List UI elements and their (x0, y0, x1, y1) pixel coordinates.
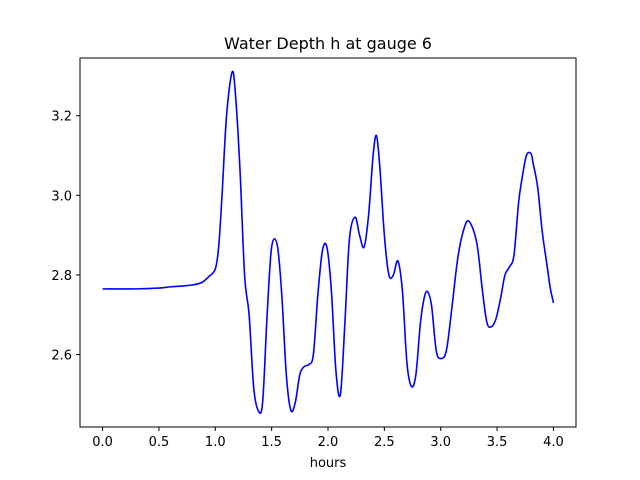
x-tick-label: 0.0 (92, 435, 113, 450)
x-axis: 0.0 0.5 1.0 1.5 2.0 2.5 3.0 3.5 4.0 (92, 427, 564, 450)
x-tick-label: 3.0 (430, 435, 451, 450)
series-line-0 (102, 70, 555, 415)
plot-area (102, 70, 555, 415)
y-tick-label: 3.0 (51, 189, 72, 204)
x-tick-label: 4.0 (543, 435, 564, 450)
x-tick-label: 0.5 (149, 435, 170, 450)
y-axis: 2.6 2.8 3.0 3.2 (51, 110, 80, 364)
x-tick-label: 1.0 (205, 435, 226, 450)
x-tick-label: 2.5 (374, 435, 395, 450)
x-tick-label: 3.5 (487, 435, 508, 450)
x-axis-label: hours (310, 456, 347, 471)
x-tick-label: 2.0 (318, 435, 339, 450)
y-tick-label: 3.2 (51, 110, 72, 125)
y-tick-label: 2.8 (51, 269, 72, 284)
y-tick-label: 2.6 (51, 349, 72, 364)
x-tick-label: 1.5 (261, 435, 282, 450)
chart-title: Water Depth h at gauge 6 (224, 34, 432, 53)
